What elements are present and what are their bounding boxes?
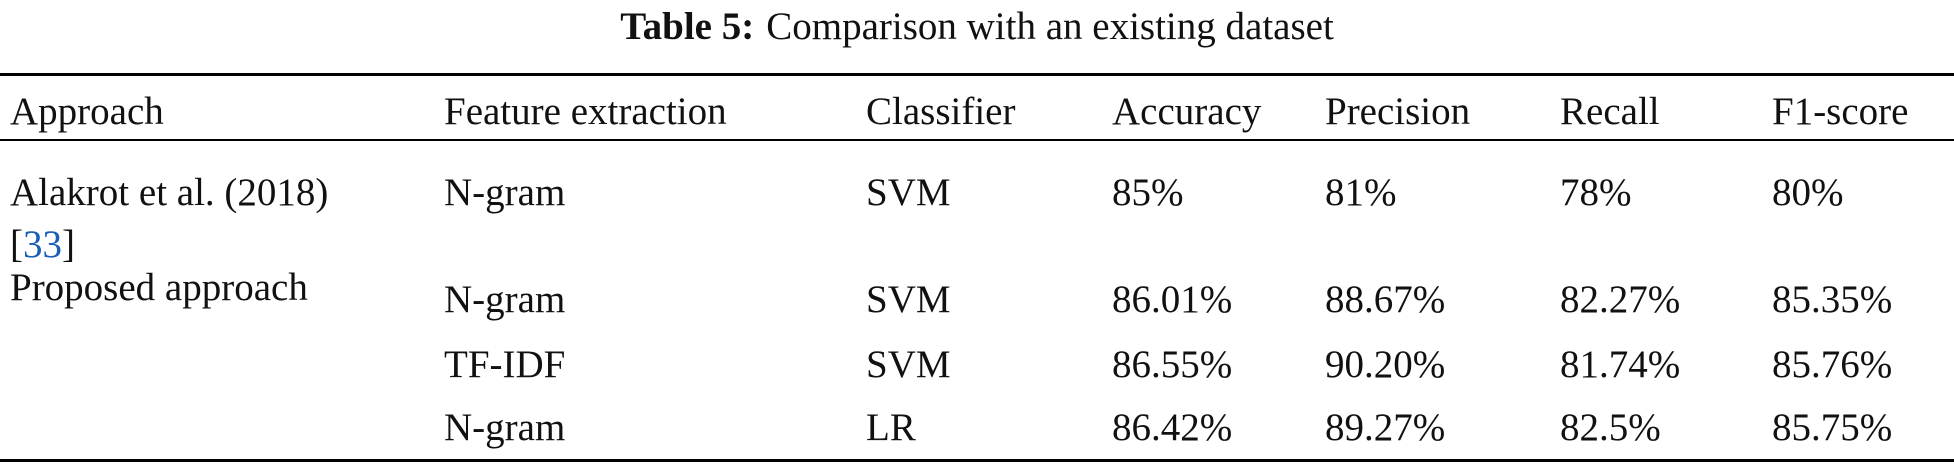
citation-link: 33 xyxy=(23,223,62,266)
header-cell: F1-score xyxy=(1772,90,1909,133)
table-cell: 90.20% xyxy=(1325,343,1446,386)
table-cell: SVM xyxy=(866,171,951,214)
table-cell: 81% xyxy=(1325,171,1397,214)
table-cell: N-gram xyxy=(444,171,566,214)
header-cell: Approach xyxy=(10,90,164,133)
top-rule xyxy=(0,73,1954,76)
table-cell: 80% xyxy=(1772,171,1844,214)
header-cell: Recall xyxy=(1560,90,1660,133)
header-cell: Precision xyxy=(1325,90,1471,133)
table-cell: 85.76% xyxy=(1772,343,1893,386)
table-cell: 82.5% xyxy=(1560,406,1661,449)
table-cell: SVM xyxy=(866,343,951,386)
table-cell: 85.75% xyxy=(1772,406,1893,449)
citation-bracket: ] xyxy=(62,223,75,266)
table-cell: 86.01% xyxy=(1112,278,1233,321)
bottom-rule xyxy=(0,459,1954,462)
table-cell: TF-IDF xyxy=(444,343,566,386)
approach-cell: Proposed approach xyxy=(10,266,308,309)
table-cell: N-gram xyxy=(444,406,566,449)
approach-cell: Alakrot et al. (2018) xyxy=(10,171,329,214)
header-cell: Classifier xyxy=(866,90,1016,133)
table-cell: LR xyxy=(866,406,916,449)
caption-label: Table 5: xyxy=(620,5,755,48)
table-cell: 85% xyxy=(1112,171,1184,214)
header-cell: Accuracy xyxy=(1112,90,1262,133)
caption-text: Comparison with an existing dataset xyxy=(766,5,1334,48)
table-cell: 85.35% xyxy=(1772,278,1893,321)
citation: [33] xyxy=(10,220,75,270)
citation-bracket: [ xyxy=(10,223,23,266)
table-cell: 86.42% xyxy=(1112,406,1233,449)
header-cell: Feature extraction xyxy=(444,90,727,133)
table-cell: N-gram xyxy=(444,278,566,321)
table-cell: 86.55% xyxy=(1112,343,1233,386)
table-cell: SVM xyxy=(866,278,951,321)
table-cell: 89.27% xyxy=(1325,406,1446,449)
table-cell: 82.27% xyxy=(1560,278,1681,321)
table-cell: 78% xyxy=(1560,171,1632,214)
table-cell: 81.74% xyxy=(1560,343,1681,386)
table-caption: Table 5: Comparison with an existing data… xyxy=(0,2,1954,52)
table-cell: 88.67% xyxy=(1325,278,1446,321)
header-rule xyxy=(0,139,1954,141)
